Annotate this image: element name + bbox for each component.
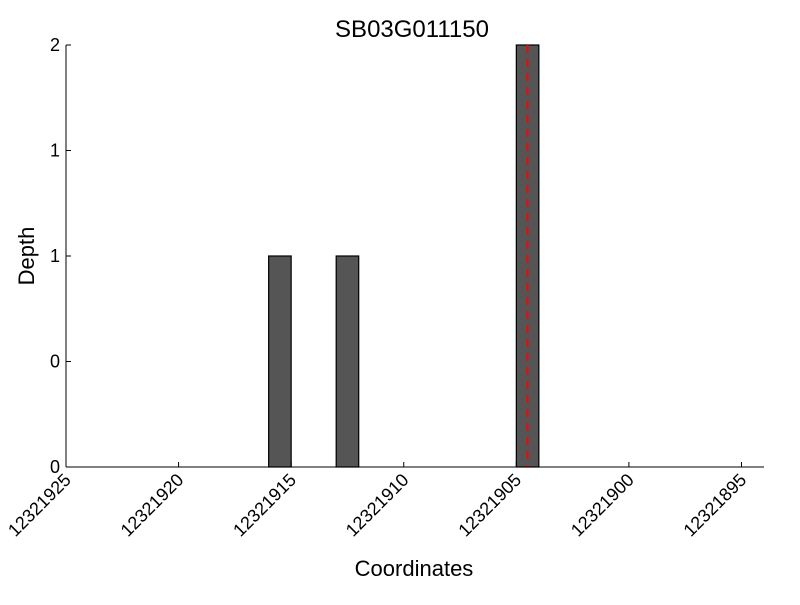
y-tick-label: 2 <box>50 35 60 55</box>
x-tick-label: 12321910 <box>342 470 413 541</box>
x-tick-label: 12321925 <box>4 470 75 541</box>
y-tick-label: 0 <box>50 352 60 372</box>
x-axis-label: Coordinates <box>355 556 474 581</box>
x-tick-label: 12321900 <box>567 470 638 541</box>
x-tick-label: 12321905 <box>454 470 525 541</box>
y-axis-label: Depth <box>14 227 39 286</box>
bars <box>268 44 540 468</box>
chart-title: SB03G011150 <box>335 16 489 43</box>
y-tick-label: 1 <box>50 246 60 266</box>
bar-0 <box>268 255 292 468</box>
x-tick-label: 12321895 <box>680 470 751 541</box>
y-ticks: 0 0 1 1 2 <box>50 35 71 477</box>
y-tick-label: 0 <box>50 457 60 477</box>
y-tick-label: 1 <box>50 141 60 161</box>
x-ticks: 12321925 12321920 12321915 12321910 12321905… <box>4 462 750 540</box>
x-tick-label: 12321915 <box>229 470 300 541</box>
bar-1 <box>335 255 360 468</box>
x-tick-label: 12321920 <box>117 470 188 541</box>
